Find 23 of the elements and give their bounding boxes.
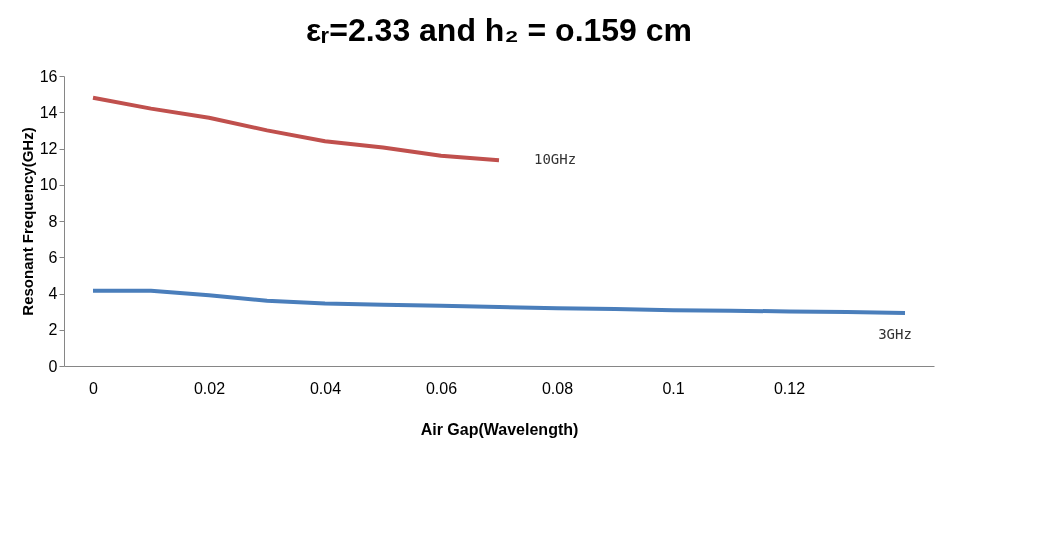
y-tick-label: 16 (39, 67, 58, 85)
y-tick-label: 14 (39, 103, 58, 121)
y-tick-label: 8 (48, 212, 58, 230)
y-tick-label: 10 (39, 176, 58, 194)
line-series (91, 95, 501, 163)
x-axis-title: Air Gap(Wavelength) (420, 420, 579, 438)
y-tick-label: 12 (39, 140, 58, 157)
text: 10GHz (534, 151, 577, 168)
x-tick-label: 0.06 (425, 379, 458, 397)
y-tick-label: 6 (48, 248, 58, 266)
x-tick-label: 0.1 (662, 379, 685, 397)
line-series (91, 288, 907, 315)
chart-title: εᵣ=2.33 and h₂ = o.159 cm (305, 12, 693, 48)
y-axis-title: Resonant Frequency(GHz) (18, 127, 36, 316)
y-tick-label: 2 (48, 321, 58, 339)
x-tick-label: 0.02 (193, 379, 226, 397)
x-tick-label: 0.08 (541, 379, 574, 397)
series-label: 3GHz (878, 325, 912, 342)
y-tick-label: 0 (48, 357, 58, 375)
x-tick-label: 0.12 (773, 379, 806, 397)
x-tick-label: 0 (89, 379, 99, 397)
y-tick-label: 4 (48, 285, 58, 302)
x-tick-label: 0.04 (309, 379, 342, 397)
